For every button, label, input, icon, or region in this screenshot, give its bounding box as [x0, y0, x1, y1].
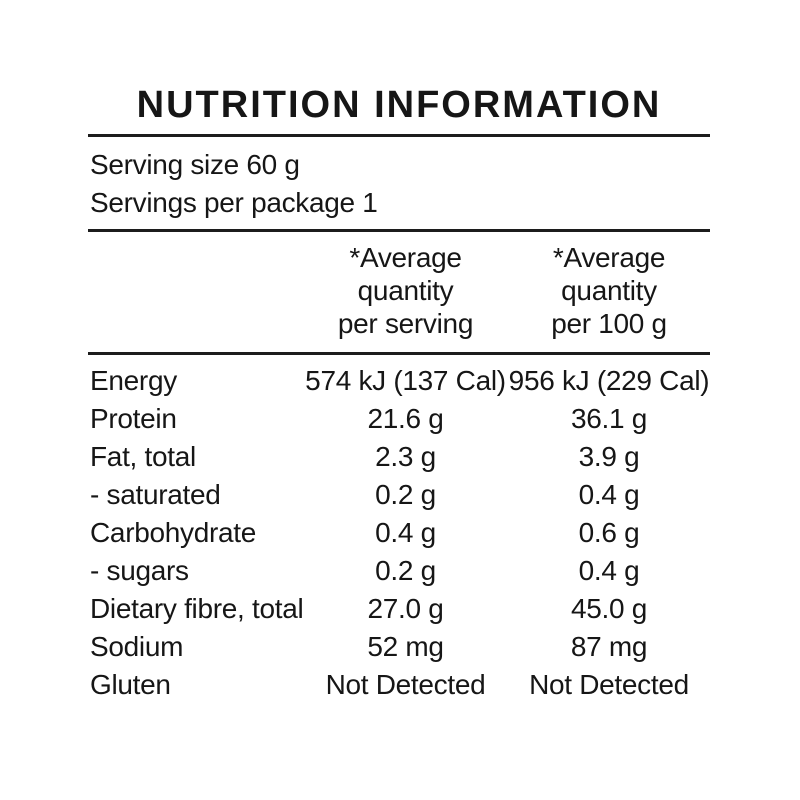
- value-per-100g: 0.6 g: [578, 517, 640, 548]
- column-header-line: quantity: [561, 275, 657, 306]
- column-header-line: *Average: [349, 242, 462, 273]
- divider-under-serving-info: [88, 229, 710, 232]
- column-header-line: quantity: [357, 275, 454, 306]
- nutrient-name: Sodium: [90, 631, 184, 662]
- column-header-per-serving: *Average quantity per serving: [303, 241, 508, 340]
- nutrient-name: Gluten: [90, 669, 171, 700]
- value-per-serving: 0.2 g: [375, 479, 436, 510]
- column-header-per-100g: *Average quantity per 100 g: [508, 241, 710, 340]
- value-per-serving: Not Detected: [325, 669, 486, 700]
- column-header-line: per serving: [337, 308, 474, 339]
- servings-per-package-text: Servings per package 1: [90, 187, 378, 218]
- value-per-100g: 45.0 g: [570, 593, 648, 624]
- value-per-100g: 36.1 g: [570, 403, 648, 434]
- value-per-100g: 0.4 g: [578, 479, 640, 510]
- value-per-100g: 0.4 g: [578, 555, 640, 586]
- divider-under-header: [88, 352, 710, 355]
- nutrient-name: Fat, total: [90, 441, 196, 472]
- nutrient-name: Dietary fibre, total: [90, 593, 304, 624]
- nutrient-name: - saturated: [90, 479, 221, 510]
- serving-info: Serving size 60 g Servings per package 1: [88, 137, 710, 229]
- value-per-serving: 0.4 g: [375, 517, 436, 548]
- table-header-row: *Average quantity per serving *Average q…: [88, 232, 710, 352]
- divider-under-title: [88, 134, 710, 137]
- nutrient-name: Energy: [90, 365, 177, 396]
- column-header-line: *Average: [552, 242, 666, 273]
- value-per-serving: 52 mg: [367, 631, 444, 662]
- value-per-100g: 3.9 g: [578, 441, 640, 472]
- value-per-serving: 2.3 g: [375, 441, 436, 472]
- value-per-serving: 574 kJ (137 Cal): [305, 365, 506, 396]
- nutrient-name: Carbohydrate: [90, 517, 257, 548]
- serving-size-text: Serving size 60 g: [90, 149, 300, 180]
- page-title: NUTRITION INFORMATION: [136, 84, 662, 126]
- nutrient-name: - sugars: [90, 555, 189, 586]
- value-per-100g: Not Detected: [529, 669, 689, 700]
- value-per-serving: 27.0 g: [367, 593, 444, 624]
- column-header-line: per 100 g: [551, 308, 667, 339]
- value-per-100g: 87 mg: [570, 631, 648, 662]
- nutrient-name: Protein: [90, 403, 177, 434]
- value-per-serving: 21.6 g: [367, 403, 444, 434]
- value-per-100g: 956 kJ (229 Cal): [508, 365, 710, 396]
- header-spacer: [88, 241, 303, 340]
- value-per-serving: 0.2 g: [375, 555, 436, 586]
- nutrition-label: NUTRITION INFORMATION Serving size 60 g …: [88, 85, 710, 704]
- nutrition-table: Energy 574 kJ (137 Cal) 956 kJ (229 Cal)…: [88, 355, 710, 704]
